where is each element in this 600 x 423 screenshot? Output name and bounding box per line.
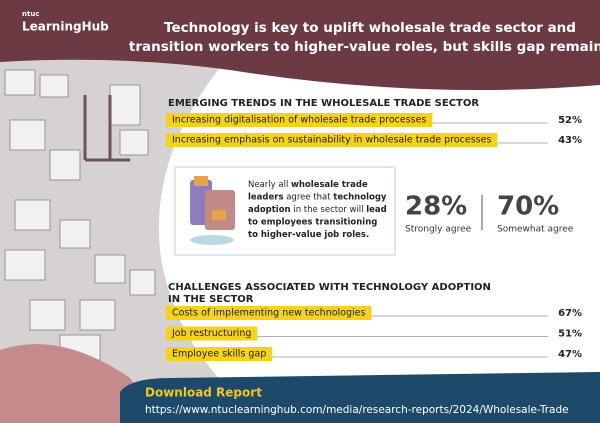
stat-value: 70% xyxy=(497,192,559,222)
highlight xyxy=(166,306,372,320)
agreement-line: leaders agree that technology xyxy=(248,192,387,202)
highlight xyxy=(166,133,498,147)
item-value: 47% xyxy=(558,349,582,360)
trend-list: Increasing digitalisation of wholesale t… xyxy=(166,113,582,147)
agreement-segment: lead xyxy=(366,205,387,215)
section-heading: EMERGING TRENDS IN THE WHOLESALE TRADE S… xyxy=(168,98,479,109)
agreement-line: to higher-value job roles. xyxy=(248,230,369,240)
download-url[interactable]: https://www.ntuclearninghub.com/media/re… xyxy=(145,404,569,416)
illustration-forklift xyxy=(83,95,130,162)
title-line: transition workers to higher-value roles… xyxy=(129,39,600,55)
agreement-line: adoption in the sector will lead xyxy=(248,205,387,215)
agreement-text: Nearly all wholesale trade leaders agree … xyxy=(248,180,387,240)
highlight xyxy=(166,113,433,127)
header-band xyxy=(0,0,600,90)
agreement-line: to employees transitioning xyxy=(248,217,377,227)
item-label: Increasing digitalisation of wholesale t… xyxy=(172,115,426,126)
section-heading: IN THE SECTOR xyxy=(168,294,254,305)
download-label: Download Report xyxy=(145,386,262,400)
highlight xyxy=(166,347,273,361)
agreement-segment: leaders xyxy=(248,192,284,202)
section-heading: CHALLENGES ASSOCIATED WITH TECHNOLOGY AD… xyxy=(168,282,491,293)
item-value: 51% xyxy=(558,329,582,340)
agreement-segment: adoption xyxy=(248,205,291,215)
highlight xyxy=(166,326,258,341)
stats: 28% Strongly agree 70% Somewhat agree xyxy=(405,192,574,235)
agreement-icon xyxy=(190,176,235,245)
logo-name: LearningHub xyxy=(22,20,109,34)
stat-value: 28% xyxy=(405,192,467,222)
title-line: Technology is key to uplift wholesale tr… xyxy=(164,20,576,36)
agreement-segment: Nearly all xyxy=(248,180,291,190)
item-label: Employee skills gap xyxy=(172,349,266,360)
logo-small: ntuc xyxy=(22,10,39,18)
item-label: Increasing emphasis on sustainability in… xyxy=(172,135,491,146)
item-value: 43% xyxy=(558,135,582,146)
agreement-segment: to higher-value job roles. xyxy=(248,230,369,240)
agreement-segment: in the sector will xyxy=(291,205,367,215)
item-label: Costs of implementing new technologies xyxy=(172,308,365,319)
agreement-segment: to employees transitioning xyxy=(248,217,377,227)
agreement-segment: technology xyxy=(333,192,387,202)
item-value: 52% xyxy=(558,115,582,126)
agreement-line: Nearly all wholesale trade xyxy=(248,180,368,190)
agreement-segment: agree that xyxy=(284,192,334,202)
footer-band xyxy=(120,372,600,423)
stat-label: Somewhat agree xyxy=(497,225,574,235)
item-value: 67% xyxy=(558,308,582,319)
item-label: Job restructuring xyxy=(171,328,251,339)
agreement-segment: wholesale trade xyxy=(291,180,368,190)
stat-label: Strongly agree xyxy=(405,225,472,235)
illustration-boxes xyxy=(4,69,156,361)
challenge-list: Costs of implementing new technologies 67… xyxy=(166,306,582,361)
